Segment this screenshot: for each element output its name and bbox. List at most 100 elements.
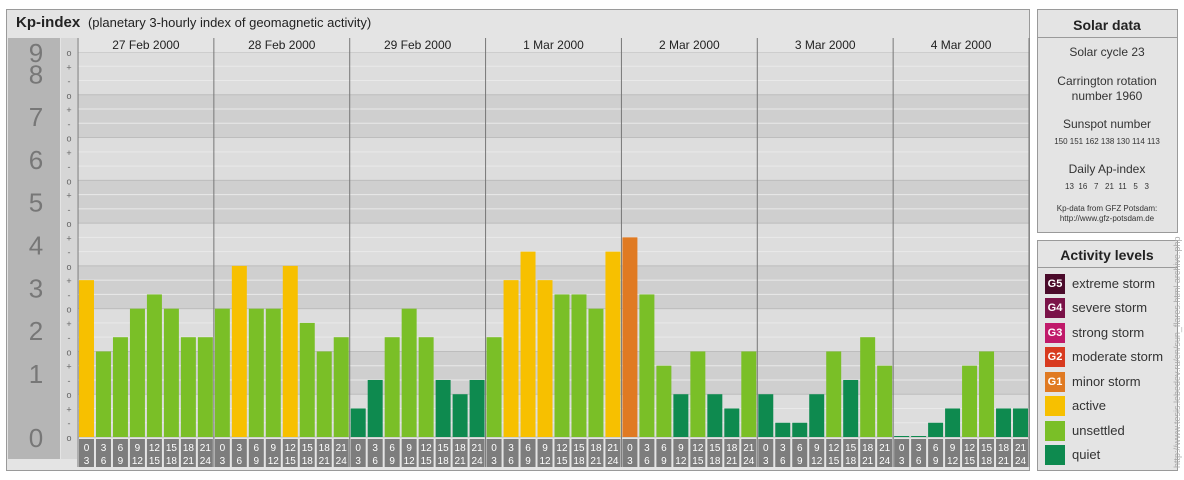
legend-swatch: G4 [1045, 298, 1065, 318]
interval-cell [350, 439, 366, 467]
day-label: 1 Mar 2000 [523, 38, 584, 52]
kp-bar [707, 394, 723, 437]
interval-end-label: 6 [237, 456, 243, 467]
kp-bar [656, 365, 672, 437]
kp-bar [384, 337, 400, 437]
activity-divider [1037, 267, 1178, 268]
interval-start-label: 3 [101, 443, 107, 454]
kp-bar [877, 365, 893, 437]
interval-start-label: 21 [879, 443, 891, 454]
interval-end-label: 15 [285, 456, 297, 467]
interval-start-label: 3 [508, 443, 514, 454]
interval-cell [520, 439, 536, 467]
kp-bar [486, 337, 502, 437]
interval-cell [996, 439, 1012, 467]
interval-start-label: 0 [355, 443, 361, 454]
kp-bar [775, 422, 791, 437]
interval-start-label: 18 [590, 443, 602, 454]
credit-text: http://www.tesis.lebedev.ru/en/sun_flare… [1172, 236, 1182, 468]
kp-bar [299, 322, 315, 437]
interval-end-label: 18 [709, 456, 721, 467]
interval-cell [962, 439, 978, 467]
minor-tick-label: + [66, 276, 71, 286]
kp-bar [792, 422, 808, 437]
solar-data-panel [1037, 9, 1178, 233]
kp-bar [894, 436, 910, 437]
kp-bar [418, 337, 434, 437]
kp-bar [367, 379, 383, 437]
interval-cell [1013, 439, 1028, 467]
kp-bar [928, 422, 944, 437]
interval-end-label: 18 [981, 456, 993, 467]
legend-swatch: G1 [1045, 372, 1065, 392]
kp-bar [554, 294, 570, 437]
interval-start-label: 3 [372, 443, 378, 454]
interval-end-label: 24 [336, 456, 348, 467]
interval-cell [690, 439, 706, 467]
interval-cell [95, 439, 111, 467]
interval-start-label: 3 [780, 443, 786, 454]
interval-end-label: 15 [964, 456, 976, 467]
minor-tick-column [61, 38, 77, 459]
interval-cell [180, 439, 196, 467]
kp-bar [248, 308, 264, 437]
interval-start-label: 9 [814, 443, 820, 454]
day-label: 29 Feb 2000 [384, 38, 452, 52]
interval-start-label: 0 [627, 443, 633, 454]
interval-start-label: 6 [933, 443, 939, 454]
source-line2[interactable]: http://www.gfz-potsdam.de [1059, 214, 1155, 223]
interval-start-label: 15 [981, 443, 993, 454]
interval-start-label: 12 [421, 443, 433, 454]
interval-cell [469, 439, 485, 467]
interval-cell [214, 439, 230, 467]
chart-subtitle: (planetary 3-hourly index of geomagnetic… [87, 15, 372, 30]
interval-end-label: 12 [539, 456, 551, 467]
day-header-strip [78, 38, 1029, 52]
band-8 [78, 52, 1029, 95]
interval-end-label: 18 [166, 456, 178, 467]
minor-tick-label: + [66, 362, 71, 372]
interval-start-label: 9 [678, 443, 684, 454]
interval-start-label: 18 [455, 443, 467, 454]
kp-bar [588, 308, 604, 437]
interval-cell [299, 439, 315, 467]
kp-bar [571, 294, 587, 437]
interval-end-label: 15 [149, 456, 161, 467]
interval-start-label: 18 [862, 443, 874, 454]
interval-end-label: 18 [438, 456, 450, 467]
interval-start-label: 0 [763, 443, 769, 454]
kp-bar [350, 408, 366, 437]
interval-start-label: 12 [692, 443, 704, 454]
interval-cell [231, 439, 247, 467]
interval-end-label: 12 [268, 456, 280, 467]
interval-start-label: 6 [525, 443, 531, 454]
legend-label: severe storm [1072, 300, 1148, 315]
band-6 [78, 137, 1029, 181]
interval-end-label: 15 [421, 456, 433, 467]
kp-bar [197, 337, 213, 437]
kp-bar [962, 365, 978, 437]
interval-start-label: 15 [166, 443, 178, 454]
activity-levels-heading: Activity levels [1060, 247, 1154, 263]
day-label: 27 Feb 2000 [112, 38, 180, 52]
interval-start-label: 18 [183, 443, 195, 454]
minor-tick-label: - [68, 290, 71, 300]
kp-bar [79, 280, 94, 437]
interval-cell [911, 439, 927, 467]
interval-cell [792, 439, 808, 467]
y-tick-label: 4 [29, 231, 43, 261]
interval-start-label: 18 [726, 443, 738, 454]
minor-tick-label: o [66, 176, 71, 186]
interval-end-label: 24 [1015, 456, 1027, 467]
interval-end-label: 12 [675, 456, 687, 467]
interval-end-label: 15 [828, 456, 840, 467]
interval-cell [758, 439, 774, 467]
kp-bar [809, 394, 825, 437]
interval-end-label: 21 [862, 456, 874, 467]
interval-end-label: 21 [455, 456, 467, 467]
ap-values: 13 16 7 21 11 5 3 [1065, 182, 1149, 191]
interval-start-label: 15 [438, 443, 450, 454]
interval-cell [163, 439, 179, 467]
interval-end-label: 12 [132, 456, 144, 467]
kp-bar [724, 408, 740, 437]
